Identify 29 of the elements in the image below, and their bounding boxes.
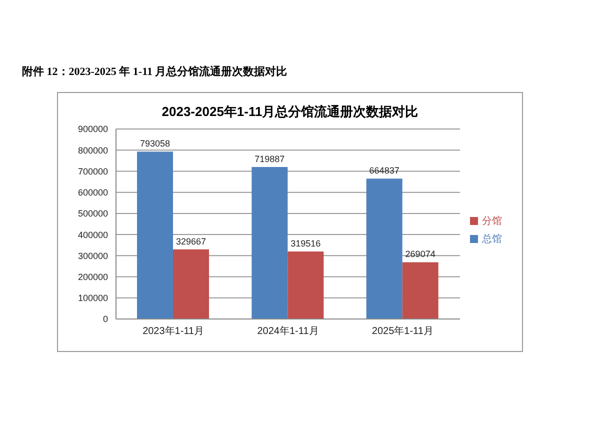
x-tick-label: 2024年1-11月	[257, 325, 319, 338]
y-tick-label: 200000	[78, 272, 108, 282]
y-tick-label: 100000	[78, 293, 108, 304]
y-tick-label: 500000	[78, 208, 108, 219]
chart-title: 附件 12：2023-2025 年 1-11 月总分馆流通册次数据对比	[22, 64, 288, 79]
data-label: 269074	[405, 249, 436, 260]
y-tick-label: 0	[102, 314, 108, 324]
y-tick-label: 400000	[78, 230, 108, 240]
legend-label: 分馆	[482, 216, 502, 227]
bar	[288, 252, 324, 319]
bar	[402, 262, 438, 319]
legend-label: 总馆	[482, 234, 502, 245]
data-label: 719887	[254, 154, 285, 164]
data-label: 664837	[369, 166, 400, 176]
y-tick-label: 700000	[78, 166, 108, 176]
bar	[173, 249, 209, 319]
bar	[137, 152, 173, 319]
y-tick-label: 300000	[78, 250, 108, 261]
x-tick-label: 2025年1-11月	[372, 325, 434, 338]
y-tick-label: 600000	[78, 188, 108, 198]
data-label: 319516	[290, 238, 321, 249]
data-label: 329667	[176, 236, 206, 246]
data-label: 793058	[140, 138, 170, 149]
chart-subtitle: 2023-2025年1-11月总分馆流通册次数据对比	[160, 103, 420, 121]
y-tick-label: 800000	[78, 145, 108, 156]
bar	[252, 167, 288, 319]
y-tick-label: 900000	[78, 124, 108, 134]
bar	[366, 178, 402, 319]
x-tick-label: 2023年1-11月	[142, 325, 204, 338]
